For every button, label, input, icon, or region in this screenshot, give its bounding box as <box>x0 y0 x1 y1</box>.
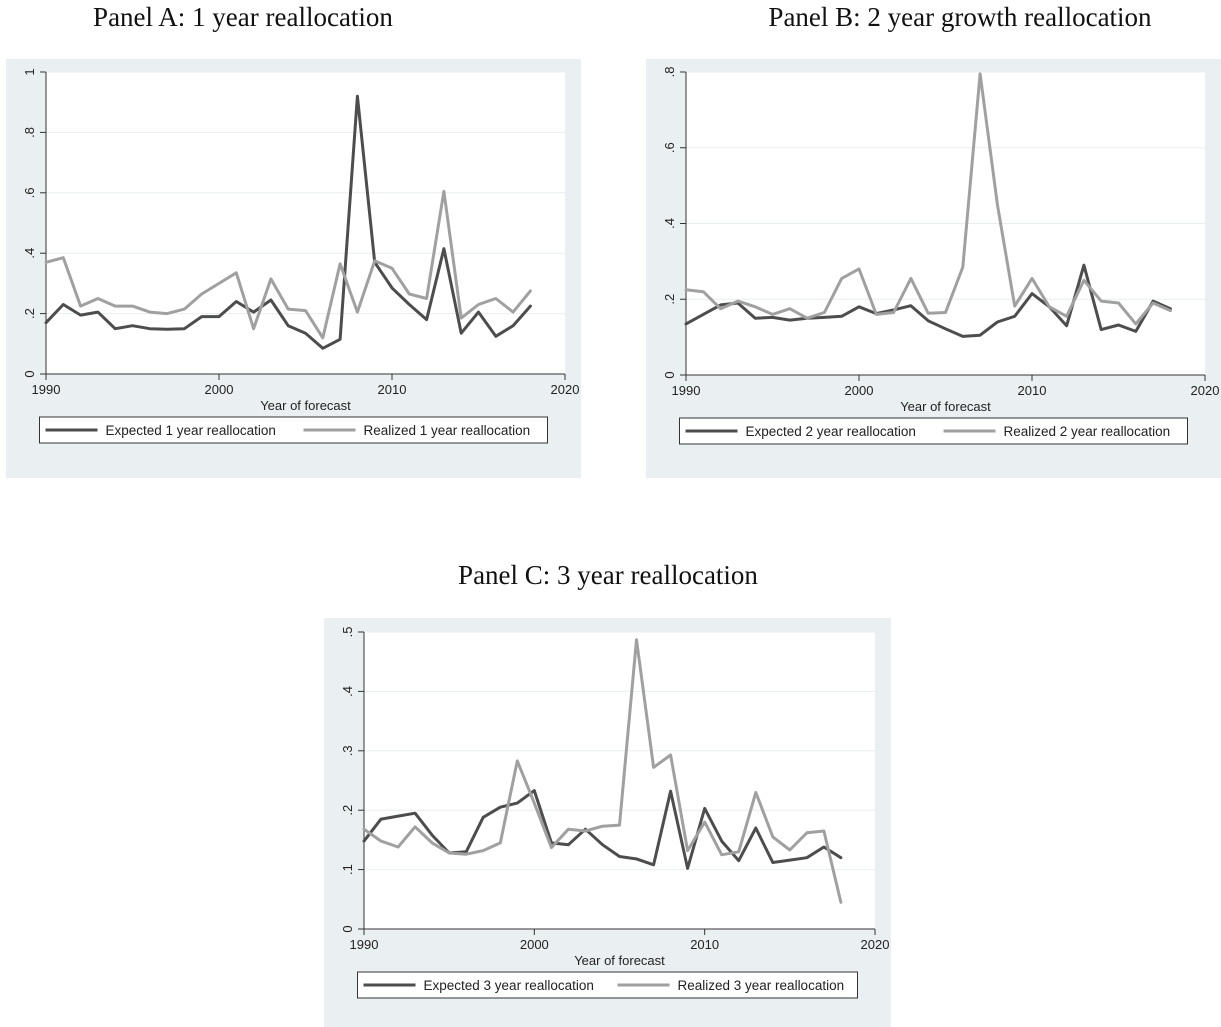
series-line-realized <box>684 72 1172 326</box>
legend-box <box>39 416 548 444</box>
y-tick-label: .2 <box>340 805 355 816</box>
x-tick-label: 2000 <box>520 937 549 952</box>
y-tick-label: .8 <box>662 67 677 78</box>
x-tick-label: 2000 <box>845 383 874 398</box>
x-axis-title: Year of forecast <box>574 953 665 968</box>
y-tick-label: .4 <box>340 686 355 697</box>
y-tick-label: .4 <box>662 218 677 229</box>
x-axis-title: Year of forecast <box>900 399 991 414</box>
panel-b-title: Panel B: 2 year growth reallocation <box>768 2 1152 32</box>
series-line-realized <box>44 189 532 340</box>
y-tick-label: .2 <box>662 294 677 305</box>
y-tick-label: .4 <box>22 248 37 259</box>
legend-box <box>357 971 858 999</box>
legend-label: Realized 2 year reallocation <box>1004 424 1171 439</box>
panel-c-title: Panel C: 3 year reallocation <box>458 560 758 590</box>
x-tick-label: 2010 <box>378 382 407 397</box>
y-tick-label: .8 <box>22 127 37 138</box>
y-tick-label: 0 <box>662 371 677 378</box>
y-tick-label: 1 <box>22 68 37 75</box>
x-tick-label: 1990 <box>672 383 701 398</box>
y-tick-label: .6 <box>22 187 37 198</box>
panel-a-chart: 0 .2 .4 .6 .8 1 1990 2000 2010 2020 Year of foreca… <box>6 59 581 478</box>
series-line-expected <box>362 789 843 870</box>
panel-b-chart: 0 .2 .4 .6 .8 1990 2000 2010 2020 Year of forecas… <box>646 59 1221 478</box>
x-tick-label: 2010 <box>690 937 719 952</box>
legend-label: Expected 2 year reallocation <box>746 424 916 439</box>
x-tick-label: 2010 <box>1018 383 1047 398</box>
x-tick-label: 2020 <box>551 382 580 397</box>
y-tick-label: .6 <box>662 142 677 153</box>
x-tick-label: 2020 <box>861 937 890 952</box>
panel-a-title: Panel A: 1 year reallocation <box>93 2 393 32</box>
legend-label: Expected 3 year reallocation <box>424 978 594 993</box>
legend-label: Realized 3 year reallocation <box>678 978 845 993</box>
plot-area <box>364 632 875 929</box>
legend-label: Realized 1 year reallocation <box>364 423 531 438</box>
x-tick-label: 2020 <box>1191 383 1220 398</box>
y-tick-label: .3 <box>340 745 355 756</box>
x-tick-label: 1990 <box>350 937 379 952</box>
plot-area <box>46 72 565 374</box>
y-tick-label: 0 <box>22 370 37 377</box>
y-tick-label: .1 <box>340 864 355 875</box>
series-line-realized <box>362 638 843 904</box>
x-axis-title: Year of forecast <box>260 398 351 413</box>
legend-label: Expected 1 year reallocation <box>106 423 276 438</box>
y-tick-label: .2 <box>22 308 37 319</box>
y-tick-label: 0 <box>340 925 355 932</box>
x-tick-label: 1990 <box>32 382 61 397</box>
legend-box <box>679 417 1188 445</box>
y-tick-label: .5 <box>340 627 355 638</box>
panel-c-chart: 0 .1 .2 .3 .4 .5 1990 2000 2010 2020 Year of forec… <box>324 618 891 1027</box>
series-line-expected <box>44 94 532 350</box>
x-tick-label: 2000 <box>205 382 234 397</box>
